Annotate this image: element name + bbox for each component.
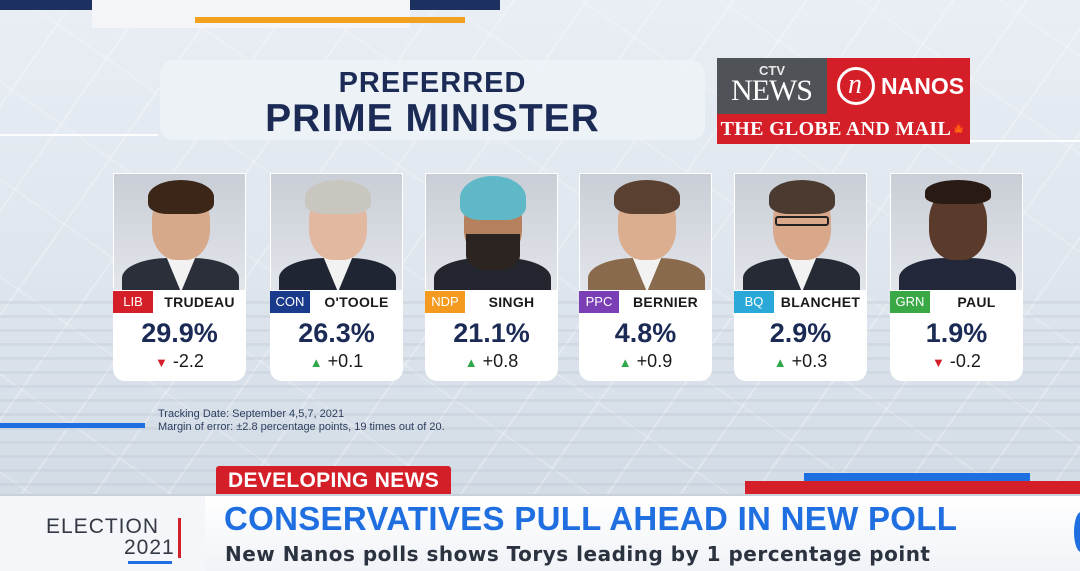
candidate-photo <box>270 173 403 291</box>
decor-line <box>0 423 145 428</box>
support-percentage: 21.1% <box>453 318 530 348</box>
maple-leaf-icon: 🍁 <box>951 122 967 136</box>
candidate-stats: 21.1% ▲ +0.8 <box>425 313 558 381</box>
candidate-card-blanchet: BQ BLANCHET 2.9% ▲ +0.3 <box>734 173 867 381</box>
support-change: ▼ -0.2 <box>890 351 1023 372</box>
support-percentage: 26.3% <box>298 318 375 348</box>
candidate-photo <box>113 173 246 291</box>
support-percentage: 4.8% <box>614 318 677 348</box>
decor-line <box>128 561 172 564</box>
margin-of-error: Margin of error: ±2.8 percentage points,… <box>158 421 445 433</box>
candidate-nameplate: NDP SINGH <box>425 291 558 313</box>
candidate-name: PAUL <box>957 294 996 310</box>
support-percentage: 29.9% <box>141 318 218 348</box>
candidate-photo <box>425 173 558 291</box>
party-badge: PPC <box>579 291 619 313</box>
candidate-name: SINGH <box>488 294 535 310</box>
change-value: -0.2 <box>949 351 981 371</box>
change-value: +0.8 <box>482 351 519 371</box>
election-year: 2021 <box>124 536 175 559</box>
change-value: +0.1 <box>327 351 364 371</box>
candidate-photo <box>734 173 867 291</box>
change-value: +0.9 <box>636 351 673 371</box>
top-decor-bar <box>0 0 92 10</box>
candidate-stats: 29.9% ▼ -2.2 <box>113 313 246 381</box>
party-badge: LIB <box>113 291 153 313</box>
title-line-2: PRIME MINISTER <box>265 97 600 140</box>
candidate-name: BERNIER <box>632 294 699 310</box>
candidate-nameplate: CON O'TOOLE <box>270 291 403 313</box>
nanos-logo: n NANOS <box>827 58 970 114</box>
up-arrow-icon: ▲ <box>464 355 478 370</box>
graphic-title: PREFERRED PRIME MINISTER <box>160 60 705 140</box>
top-decor-panel <box>92 0 410 28</box>
candidate-name: BLANCHET <box>780 294 861 310</box>
decor-line <box>745 481 1080 494</box>
ctv-logo-text: CTV <box>759 63 785 78</box>
candidate-nameplate: LIB TRUDEAU <box>113 291 246 313</box>
candidate-stats: 1.9% ▼ -0.2 <box>890 313 1023 381</box>
change-value: -2.2 <box>172 351 204 371</box>
globe-logo-text: THE GLOBE AND MAIL <box>720 118 952 140</box>
support-change: ▲ +0.3 <box>734 351 867 372</box>
down-arrow-icon: ▼ <box>932 355 945 370</box>
decor-line <box>968 140 1080 142</box>
candidate-nameplate: GRN PAUL <box>890 291 1023 313</box>
election-2021-logo: ELECTION 2021 <box>0 496 205 571</box>
support-change: ▲ +0.1 <box>270 351 403 372</box>
top-decor-bar <box>410 0 500 10</box>
decor-line <box>178 518 181 558</box>
ctv-news-logo: CTV NEWS <box>717 58 827 114</box>
tracking-date: Tracking Date: September 4,5,7, 2021 <box>158 408 345 420</box>
candidate-card-trudeau: LIB TRUDEAU 29.9% ▼ -2.2 <box>113 173 246 381</box>
globe-and-mail-logo: THE GLOBE AND MAIL🍁 <box>717 114 970 144</box>
candidate-nameplate: PPC BERNIER <box>579 291 712 313</box>
sponsor-logos: CTV NEWS n NANOS THE GLOBE AND MAIL🍁 <box>717 58 970 144</box>
support-change: ▲ +0.8 <box>425 351 558 372</box>
candidate-stats: 4.8% ▲ +0.9 <box>579 313 712 381</box>
candidate-photo <box>890 173 1023 291</box>
up-arrow-icon: ▲ <box>773 355 787 370</box>
title-line-1: PREFERRED <box>338 67 527 99</box>
down-arrow-icon: ▼ <box>155 355 168 370</box>
candidate-name: TRUDEAU <box>164 294 235 310</box>
candidate-card-bernier: PPC BERNIER 4.8% ▲ +0.9 <box>579 173 712 381</box>
candidate-card-paul: GRN PAUL 1.9% ▼ -0.2 <box>890 173 1023 381</box>
decor-line <box>0 134 158 136</box>
candidate-photo <box>579 173 712 291</box>
subheadline: New Nanos polls shows Torys leading by 1… <box>225 542 931 566</box>
election-word: ELECTION <box>46 515 160 538</box>
developing-news-tag: DEVELOPING NEWS <box>216 466 451 496</box>
up-arrow-icon: ▲ <box>309 355 323 370</box>
network-bug-icon <box>1074 512 1080 552</box>
up-arrow-icon: ▲ <box>618 355 632 370</box>
nanos-circle-icon <box>837 67 875 105</box>
candidate-card-otoole: CON O'TOOLE 26.3% ▲ +0.1 <box>270 173 403 381</box>
support-percentage: 1.9% <box>925 318 988 348</box>
party-badge: GRN <box>890 291 930 313</box>
top-decor-orange-line <box>195 17 465 23</box>
poll-footnote: Tracking Date: September 4,5,7, 2021 Mar… <box>158 408 445 434</box>
candidate-card-singh: NDP SINGH 21.1% ▲ +0.8 <box>425 173 558 381</box>
lower-third: ELECTION 2021 CONSERVATIVES PULL AHEAD I… <box>0 494 1080 571</box>
candidate-stats: 2.9% ▲ +0.3 <box>734 313 867 381</box>
headline: CONSERVATIVES PULL AHEAD IN NEW POLL <box>224 500 958 537</box>
nanos-logo-text: NANOS <box>881 73 965 99</box>
change-value: +0.3 <box>791 351 828 371</box>
support-change: ▲ +0.9 <box>579 351 712 372</box>
support-change: ▼ -2.2 <box>113 351 246 372</box>
candidate-stats: 26.3% ▲ +0.1 <box>270 313 403 381</box>
party-badge: NDP <box>425 291 465 313</box>
support-percentage: 2.9% <box>769 318 832 348</box>
party-badge: BQ <box>734 291 774 313</box>
decor-line <box>804 473 1030 481</box>
candidate-name: O'TOOLE <box>324 294 389 310</box>
party-badge: CON <box>270 291 310 313</box>
news-logo-text: NEWS <box>731 74 813 107</box>
candidate-nameplate: BQ BLANCHET <box>734 291 867 313</box>
nanos-mark: n <box>848 69 862 100</box>
